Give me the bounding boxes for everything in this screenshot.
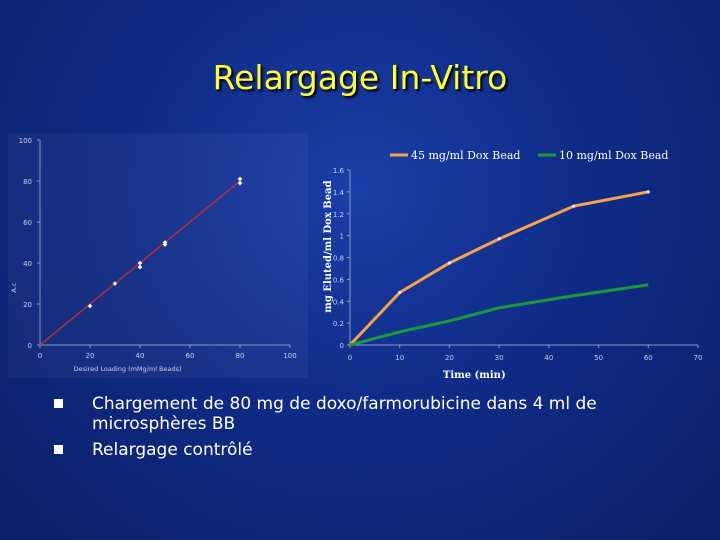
bullet-text-release: Relargage contrôlé xyxy=(92,440,253,460)
x-tick-label: 30 xyxy=(495,354,504,362)
square-bullet-icon xyxy=(54,445,63,454)
x-axis-title: Time (min) xyxy=(443,370,506,381)
x-tick-label: 80 xyxy=(236,352,245,360)
x-axis-title: Desired Loading (mMg/ml Beads) xyxy=(73,365,181,373)
y-tick-label: 60 xyxy=(23,219,32,227)
bullet-item-release: Relargage contrôlé xyxy=(52,440,672,460)
slide-title: Relargage In-Vitro xyxy=(212,58,508,97)
y-tick-label: 20 xyxy=(23,301,32,309)
data-point xyxy=(162,242,168,247)
x-tick-label: 20 xyxy=(86,352,95,360)
plot-panel xyxy=(8,133,308,378)
bullet-text-loading: Chargement de 80 mg de doxo/farmorubicin… xyxy=(92,394,597,434)
y-tick-label: 0.6 xyxy=(333,276,345,284)
data-point xyxy=(237,176,243,182)
y-tick-label: 1 xyxy=(340,233,344,241)
data-point xyxy=(112,281,118,286)
x-tick-label: 0 xyxy=(348,354,352,362)
x-tick-label: 10 xyxy=(395,354,404,362)
y-tick-label: 1.2 xyxy=(333,211,344,219)
x-tick-label: 100 xyxy=(283,352,296,360)
bullet-list: Chargement de 80 mg de doxo/farmorubicin… xyxy=(52,394,672,466)
y-tick-label: 80 xyxy=(23,178,32,186)
series-marker xyxy=(497,237,501,241)
legend-label: 10 mg/ml Dox Bead xyxy=(559,149,668,162)
legend-label: 45 mg/ml Dox Bead xyxy=(411,149,520,162)
x-tick-label: 60 xyxy=(644,354,653,362)
data-point xyxy=(237,180,243,186)
series-marker xyxy=(398,290,402,295)
x-tick-label: 0 xyxy=(38,352,42,360)
bullet-item-loading: Chargement de 80 mg de doxo/farmorubicin… xyxy=(52,394,672,434)
y-tick-label: 40 xyxy=(23,260,32,268)
x-tick-label: 40 xyxy=(544,354,553,362)
y-axis-title: mg Eluted/ml Dox Bead xyxy=(323,180,334,312)
data-point xyxy=(137,260,143,266)
series-marker xyxy=(646,190,650,194)
square-bullet-icon xyxy=(54,399,63,408)
y-tick-label: 0 xyxy=(28,342,32,350)
series-line-1 xyxy=(348,190,649,347)
y-tick-label: 0.2 xyxy=(333,320,344,328)
y-axis-title: A.c xyxy=(10,282,18,292)
y-tick-label: 0 xyxy=(340,342,344,350)
x-tick-label: 60 xyxy=(186,352,195,360)
y-tick-label: 0.8 xyxy=(333,255,344,263)
x-tick-label: 70 xyxy=(694,354,703,362)
series-line-2 xyxy=(349,283,649,347)
data-point xyxy=(87,303,93,309)
y-tick-label: 0.4 xyxy=(333,298,345,306)
series-marker xyxy=(447,261,452,265)
y-tick-label: 100 xyxy=(19,137,32,145)
data-point xyxy=(137,264,143,270)
y-tick-label: 1.6 xyxy=(333,167,345,175)
x-tick-label: 20 xyxy=(445,354,454,362)
x-tick-label: 40 xyxy=(136,352,145,360)
y-tick-label: 1.4 xyxy=(333,189,345,197)
series-marker xyxy=(572,204,576,208)
x-tick-label: 50 xyxy=(594,354,603,362)
